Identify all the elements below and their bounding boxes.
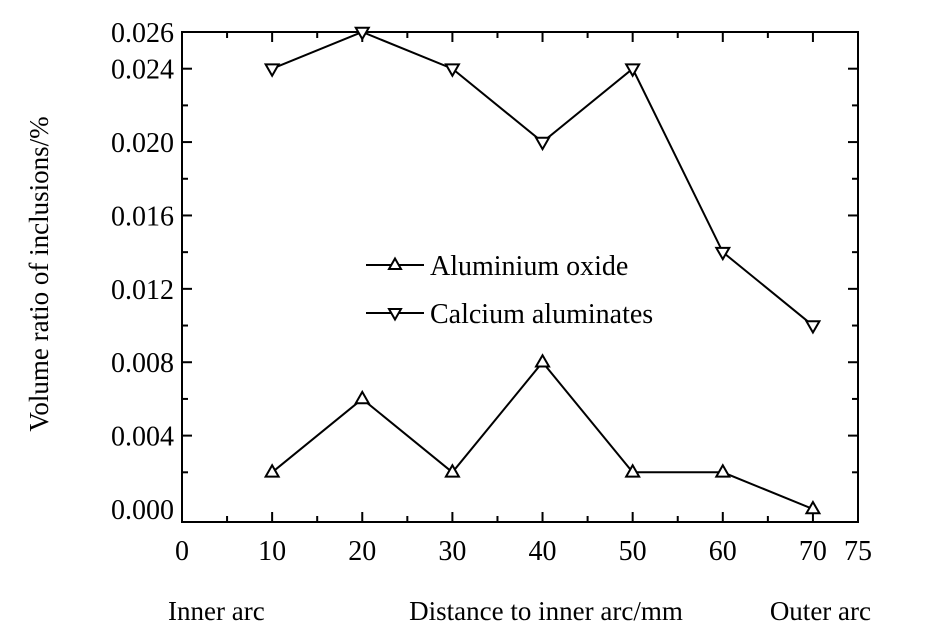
x-tick-label: 50 xyxy=(619,536,647,567)
x-tick-label: 60 xyxy=(709,536,737,567)
y-axis-ticks: 0.000 0.004 0.008 0.012 0.016 0.020 0.024 0.026 xyxy=(111,18,858,526)
data-point-marker xyxy=(263,63,281,78)
x-axis-label: Distance to inner arc/mm xyxy=(409,596,683,626)
data-point-marker xyxy=(804,499,822,515)
legend-label: Calcium aluminates xyxy=(430,299,653,330)
y-tick-label: 0.026 xyxy=(111,18,174,49)
legend-marker xyxy=(387,308,403,322)
data-point-marker xyxy=(624,63,641,78)
inner-arc-label: Inner arc xyxy=(168,596,265,626)
x-tick-label: 0 xyxy=(175,536,189,567)
data-point-marker xyxy=(354,26,371,42)
y-tick-label: 0.012 xyxy=(111,275,174,306)
plot-frame xyxy=(181,31,859,523)
outer-arc-label: Outer arc xyxy=(770,596,871,626)
x-tick-label: 30 xyxy=(438,536,466,567)
series-line-0 xyxy=(271,360,814,510)
legend: Aluminium oxide Calcium aluminates xyxy=(366,251,653,330)
data-point-marker xyxy=(444,63,461,78)
legend-marker xyxy=(387,256,403,270)
y-axis-label: Volume ratio of inclusions/% xyxy=(24,116,54,431)
data-point-marker xyxy=(534,353,551,368)
data-point-marker xyxy=(624,463,641,478)
x-tick-label: 40 xyxy=(529,536,557,567)
x-axis-ticks: 0 10 20 30 40 50 60 70 75 xyxy=(175,32,872,567)
data-point-marker xyxy=(714,463,732,478)
data-point-marker xyxy=(714,246,732,262)
x-tick-label: 20 xyxy=(348,536,376,567)
y-tick-label: 0.016 xyxy=(111,201,174,232)
data-point-marker xyxy=(263,463,281,478)
data-point-marker xyxy=(444,463,461,478)
data-point-marker xyxy=(534,136,551,152)
data-point-marker xyxy=(354,389,371,405)
data-point-marker xyxy=(804,320,822,335)
x-tick-label: 70 xyxy=(799,536,827,567)
y-tick-label: 0.024 xyxy=(111,55,174,86)
legend-label: Aluminium oxide xyxy=(430,251,628,282)
y-tick-label: 0.000 xyxy=(111,495,174,526)
y-tick-label: 0.004 xyxy=(111,422,174,453)
y-tick-label: 0.020 xyxy=(111,128,174,159)
x-tick-label: 75 xyxy=(844,536,872,567)
series-layer xyxy=(263,26,822,515)
y-tick-label: 0.008 xyxy=(111,348,174,379)
x-tick-label: 10 xyxy=(258,536,286,567)
